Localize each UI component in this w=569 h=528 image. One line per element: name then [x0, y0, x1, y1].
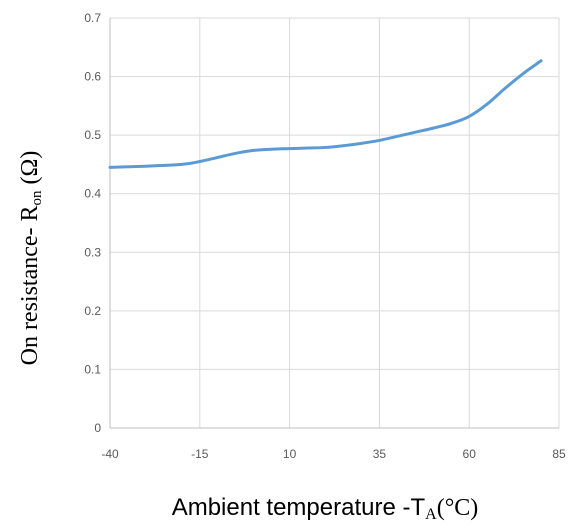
series-group [108, 59, 543, 169]
x-axis-label: Ambient temperature -TA(°C) [172, 494, 479, 523]
x-tick-label: 10 [283, 447, 297, 461]
y-tick-label: 0.4 [84, 187, 101, 201]
y-axis-label: On resistance- Ron (Ω) [17, 151, 45, 366]
y-axis-label-suffix: (Ω) [17, 151, 43, 191]
axes [109, 18, 559, 429]
x-tick-label: 60 [463, 447, 477, 461]
y-tick-label: 0.5 [84, 128, 101, 142]
y-tick-label: 0.1 [84, 362, 101, 376]
x-axis-label-prefix: Ambient temperature -T [172, 494, 426, 521]
x-tick-labels: -40 -15 10 35 60 85 [101, 447, 566, 461]
y-tick-label: 0 [94, 421, 101, 435]
series-line [108, 59, 543, 169]
grid-lines [110, 17, 560, 428]
y-tick-label: 0.7 [84, 11, 101, 25]
x-axis-label-subscript: A [425, 506, 437, 523]
x-axis-label-suffix: (°C) [437, 495, 479, 521]
y-axis-label-subscript: on [29, 190, 45, 206]
x-tick-label: 85 [552, 447, 566, 461]
y-axis-label-prefix: On resistance- R [17, 205, 43, 365]
x-tick-label: 35 [373, 447, 387, 461]
y-tick-labels: 0 0.1 0.2 0.3 0.4 0.5 0.6 0.7 [84, 11, 101, 435]
x-tick-label: -40 [101, 447, 119, 461]
y-tick-label: 0.6 [84, 70, 101, 84]
y-tick-label: 0.2 [84, 304, 101, 318]
y-tick-label: 0.3 [84, 245, 101, 259]
x-tick-label: -15 [191, 447, 209, 461]
